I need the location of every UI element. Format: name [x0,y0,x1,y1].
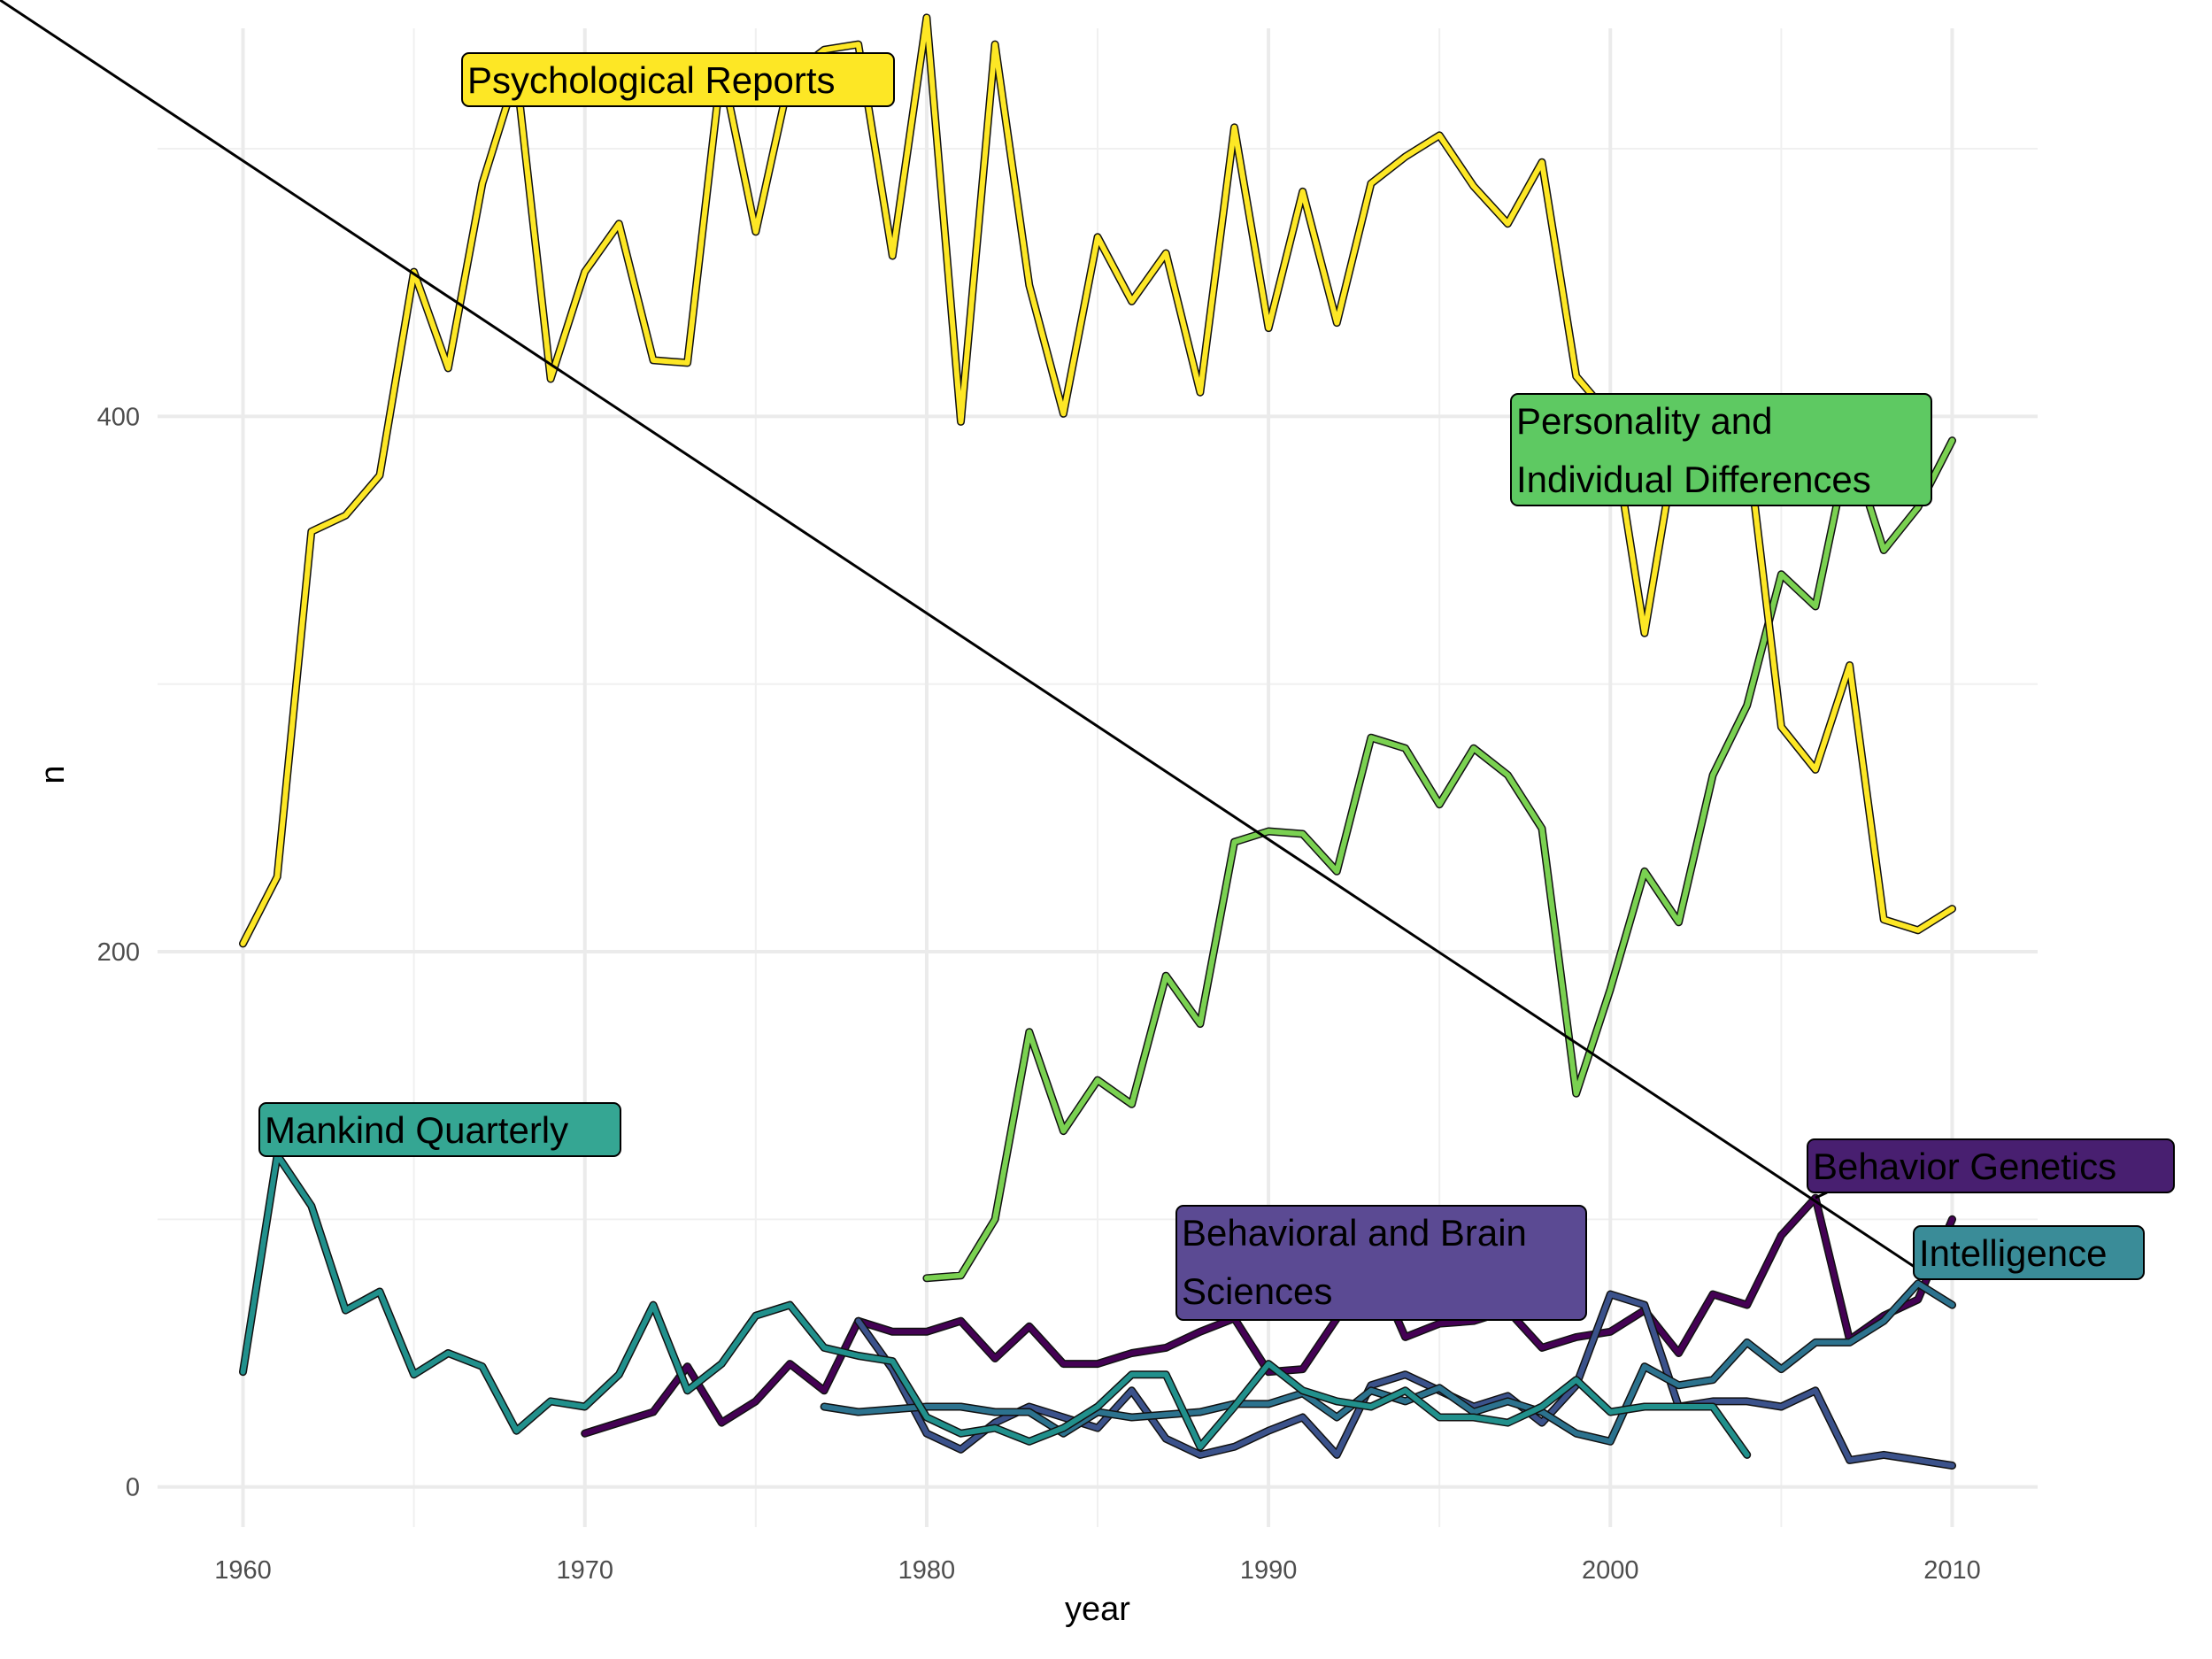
annotation-box [258,1102,621,1157]
x-tick-label: 1990 [1240,1556,1298,1585]
annotation-labels: Psychological Reports Personality and Indi… [258,52,2175,1321]
x-tick-label: 1970 [556,1556,613,1585]
x-axis-title: year [1065,1591,1130,1628]
x-tick-label: 1960 [214,1556,272,1585]
annotation-text: Individual Differences [1516,459,1871,500]
series-behavior-genetics [581,1193,1956,1438]
x-tick-label: 2000 [1582,1556,1639,1585]
series-line [240,1152,1750,1458]
series-personality-and-individual-differences [922,436,1956,1283]
annotation-psychological-reports: Psychological Reports [461,52,895,107]
annotation-leader-line [1815,1191,1828,1200]
annotation-box [1807,1138,2175,1193]
annotation-text: Behavior Genetics [1813,1146,2116,1187]
y-tick-label: 400 [97,403,140,431]
annotation-box [1510,393,1932,506]
annotation-mankind-quarterly: Mankind Quarterly [258,1102,621,1157]
x-tick-label: 1980 [898,1556,956,1585]
series-mankind-quarterly [239,1151,1752,1459]
annotation-box [1175,1205,1587,1321]
annotation-text: Mankind Quarterly [265,1109,568,1151]
series-line [855,1292,1955,1469]
annotation-box [461,52,895,107]
annotation-text: Behavioral and Brain [1182,1212,1527,1254]
annotation-leader-line [0,0,1934,1281]
x-tick-label: 2010 [1923,1556,1981,1585]
annotation-behavior-genetics: Behavior Genetics [1807,1138,2175,1193]
minor-gridlines [158,28,2038,1527]
annotation-intelligence: Intelligence [1913,1225,2145,1280]
y-axis-title: n [35,765,72,783]
series-line [582,1195,1955,1437]
annotation-text: Personality and [1516,400,1773,442]
annotation-behavioral-and-brain-sciences: Behavioral and Brain Sciences [1175,1205,1587,1321]
y-axis-tick-labels: 0 200 400 [97,403,140,1501]
series-line [923,437,1955,1281]
annotation-box [1913,1225,2145,1280]
y-tick-label: 0 [126,1474,140,1502]
annotation-text: Sciences [1182,1270,1332,1312]
annotation-leaders [0,0,1934,1281]
annotation-text: Intelligence [1919,1232,2107,1274]
series-behavioral-and-brain-sciences [854,1290,1956,1470]
annotation-personality-and-individual-differences: Personality and Individual Differences [1510,393,1932,506]
annotation-text: Psychological Reports [467,59,836,101]
x-axis-tick-labels: 1960 1970 1980 1990 2000 2010 [214,1556,1980,1585]
y-tick-label: 200 [97,938,140,967]
